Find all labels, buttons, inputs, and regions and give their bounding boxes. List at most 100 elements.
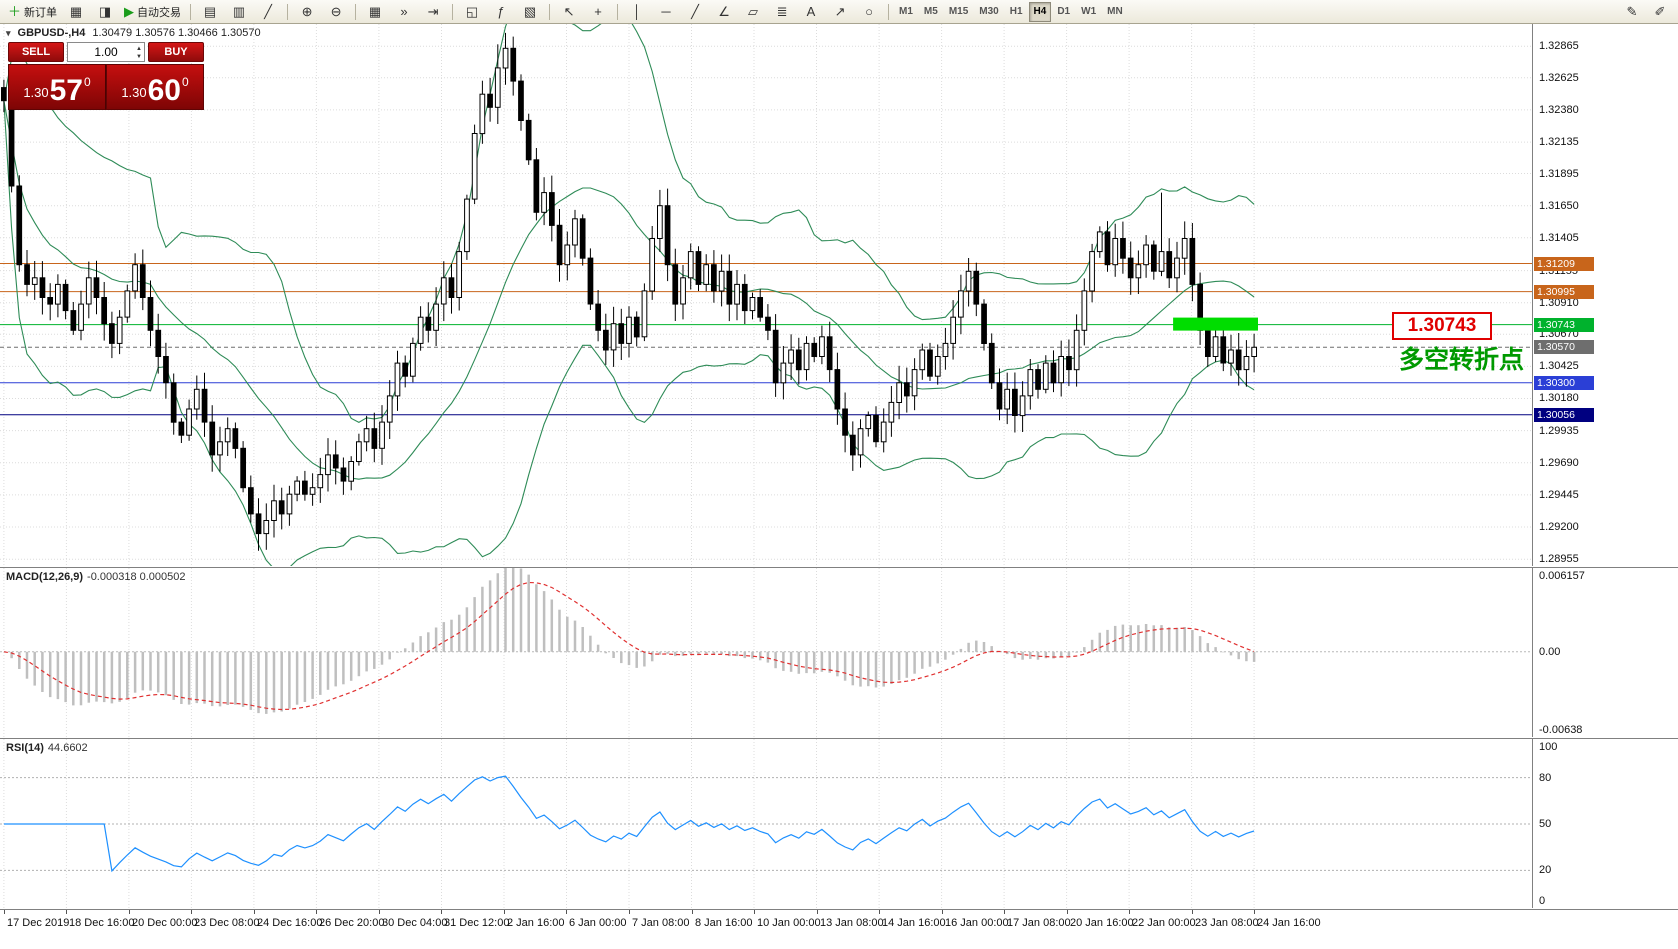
cursor-icon: ↖ bbox=[563, 4, 575, 19]
chart-title: ▾ GBPUSD-,H4 1.30479 1.30576 1.30466 1.3… bbox=[6, 27, 261, 39]
crosshair-icon[interactable]: + bbox=[584, 1, 612, 23]
arrow-tool-icon[interactable]: ↗ bbox=[826, 1, 854, 23]
timeframe-d1-button[interactable]: D1 bbox=[1057, 6, 1071, 17]
auto-scroll-icon[interactable]: » bbox=[390, 1, 418, 23]
timeframe-h1-button[interactable]: H1 bbox=[1009, 6, 1023, 17]
indicators-icon[interactable]: ƒ bbox=[487, 1, 515, 23]
turning-point-annotation: 多空转折点 bbox=[1398, 346, 1524, 374]
price-tick-label: 1.29690 bbox=[1539, 457, 1579, 469]
chart-shift-icon[interactable]: ⇥ bbox=[419, 1, 447, 23]
toolbar-separator bbox=[617, 3, 619, 20]
time-tick-label: 18 Dec 16:00 bbox=[69, 917, 135, 929]
templates-icon[interactable]: ▧ bbox=[516, 1, 544, 23]
shapes-icon: ○ bbox=[865, 4, 873, 19]
time-tick-label: 23 Jan 08:00 bbox=[1195, 917, 1259, 929]
buy-price-sup: 0 bbox=[182, 75, 189, 89]
trendline-icon[interactable]: ╱ bbox=[681, 1, 709, 23]
bar-chart-icon[interactable]: ▤ bbox=[196, 1, 224, 23]
tile-windows-icon[interactable]: ▦ bbox=[361, 1, 389, 23]
rsi-tick-label: 80 bbox=[1539, 772, 1552, 784]
new-order-button[interactable]: ＋新订单 bbox=[8, 4, 58, 19]
price-level-tag: 1.30570 bbox=[1534, 340, 1594, 354]
price-tick-label: 1.30425 bbox=[1539, 360, 1579, 372]
horizontal-line-icon[interactable]: ─ bbox=[652, 1, 680, 23]
toolbar-separator bbox=[190, 3, 192, 20]
price-chart-plot[interactable] bbox=[0, 0, 1532, 575]
edit-pencil-icon[interactable]: ✎ bbox=[1618, 1, 1646, 23]
volume-value: 1.00 bbox=[94, 45, 118, 59]
new-chart-icon: ◱ bbox=[465, 4, 479, 19]
timeframe-m15-button[interactable]: M15 bbox=[948, 6, 969, 17]
toolbar: ＋新订单 ▦ ◨ ▶ 自动交易 ▤ ▥ ╱ ⊕ ⊖ ▦ » ⇥ ◱ ƒ ▧ ↖ + │ ─ ╱ ∠ ▱ ≣ A ↗ ○ M1 M5 M15… bbox=[0, 0, 1678, 24]
channel-icon: ▱ bbox=[748, 4, 759, 19]
timeframe-m5-button[interactable]: M5 bbox=[923, 6, 938, 17]
volume-stepper[interactable]: ▲ ▼ bbox=[136, 45, 142, 61]
buy-price-pips: 60 bbox=[147, 74, 181, 107]
fibonacci-icon[interactable]: ≣ bbox=[768, 1, 796, 23]
time-tick bbox=[191, 910, 192, 914]
symbol-period-label: GBPUSD-,H4 bbox=[17, 27, 86, 39]
time-tick-label: 6 Jan 00:00 bbox=[569, 917, 627, 929]
timeframe-mn-button[interactable]: MN bbox=[1107, 6, 1123, 17]
chart-shift-icon: ⇥ bbox=[427, 4, 439, 19]
timeframe-m1-button[interactable]: M1 bbox=[899, 6, 913, 17]
text-label-icon[interactable]: A bbox=[797, 1, 825, 23]
timeframe-m30-button[interactable]: M30 bbox=[979, 6, 999, 17]
price-tick-label: 1.28955 bbox=[1539, 553, 1579, 565]
zoom-out-icon: ⊖ bbox=[330, 4, 342, 19]
toolbar-right-group: ✎ ✐ bbox=[1618, 1, 1674, 23]
timeframe-w1-button[interactable]: W1 bbox=[1081, 6, 1097, 17]
time-tick-label: 20 Jan 16:00 bbox=[1070, 917, 1134, 929]
price-tick-label: 1.30180 bbox=[1539, 392, 1579, 404]
time-tick-label: 24 Jan 16:00 bbox=[1257, 917, 1321, 929]
volume-up-icon[interactable]: ▲ bbox=[136, 46, 142, 52]
vertical-line-icon[interactable]: │ bbox=[623, 1, 651, 23]
draw-tools-icon[interactable]: ✐ bbox=[1646, 1, 1674, 23]
price-tick-label: 1.29445 bbox=[1539, 489, 1579, 501]
sell-price-sup: 0 bbox=[84, 75, 91, 89]
channel-icon[interactable]: ▱ bbox=[739, 1, 767, 23]
time-axis: 17 Dec 2019 18 Dec 16:00 20 Dec 00:00 23 De… bbox=[0, 909, 1678, 949]
candlestick-chart-icon[interactable]: ▥ bbox=[225, 1, 253, 23]
sell-price-button[interactable]: 1.30 57 0 bbox=[8, 64, 106, 110]
time-tick-label: 26 Dec 20:00 bbox=[319, 917, 385, 929]
price-flag-label: 1.30743 bbox=[1392, 312, 1492, 340]
shapes-icon[interactable]: ○ bbox=[855, 1, 883, 23]
buy-price-button[interactable]: 1.30 60 0 bbox=[106, 64, 204, 110]
new-chart-icon[interactable]: ◱ bbox=[458, 1, 486, 23]
one-click-collapse-button[interactable]: ▾ bbox=[6, 27, 11, 38]
time-tick-label: 17 Dec 2019 bbox=[7, 917, 70, 929]
text-label-icon: A bbox=[806, 4, 816, 19]
accounts-icon[interactable]: ◨ bbox=[91, 1, 119, 23]
volume-down-icon[interactable]: ▼ bbox=[136, 54, 142, 60]
angle-trend-icon[interactable]: ∠ bbox=[710, 1, 738, 23]
price-axis: 1.32865 1.32625 1.32380 1.32135 1.31895 1.316… bbox=[1532, 24, 1678, 566]
chart-profile-icon[interactable]: ▦ bbox=[62, 1, 90, 23]
time-tick-label: 10 Jan 00:00 bbox=[757, 917, 821, 929]
time-tick bbox=[129, 910, 130, 914]
time-tick bbox=[66, 910, 67, 914]
price-tick-label: 1.32135 bbox=[1539, 136, 1579, 148]
price-tick-label: 1.30910 bbox=[1539, 297, 1579, 309]
autotrade-button[interactable]: ▶ 自动交易 bbox=[124, 4, 182, 19]
time-tick-label: 16 Jan 00:00 bbox=[945, 917, 1009, 929]
rsi-plot[interactable] bbox=[0, 739, 1532, 909]
time-tick bbox=[629, 910, 630, 914]
indicators-icon: ƒ bbox=[497, 4, 505, 19]
macd-plot[interactable] bbox=[0, 565, 1532, 738]
sell-price-pips: 57 bbox=[49, 74, 83, 107]
buy-button[interactable]: BUY bbox=[148, 42, 204, 62]
zoom-in-icon[interactable]: ⊕ bbox=[293, 1, 321, 23]
time-tick-label: 17 Jan 08:00 bbox=[1007, 917, 1071, 929]
rsi-tick-label: 20 bbox=[1539, 864, 1552, 876]
draw-tools-icon: ✐ bbox=[1654, 4, 1666, 19]
cursor-icon[interactable]: ↖ bbox=[555, 1, 583, 23]
auto-scroll-icon: » bbox=[400, 4, 408, 19]
sell-button[interactable]: SELL bbox=[8, 42, 64, 62]
line-chart-icon[interactable]: ╱ bbox=[254, 1, 282, 23]
zoom-in-icon: ⊕ bbox=[301, 4, 313, 19]
timeframe-h4-button[interactable]: H4 bbox=[1028, 1, 1052, 22]
zoom-out-icon[interactable]: ⊖ bbox=[322, 1, 350, 23]
angle-trend-icon: ∠ bbox=[718, 4, 730, 19]
volume-input[interactable]: 1.00 ▲ ▼ bbox=[67, 42, 145, 62]
